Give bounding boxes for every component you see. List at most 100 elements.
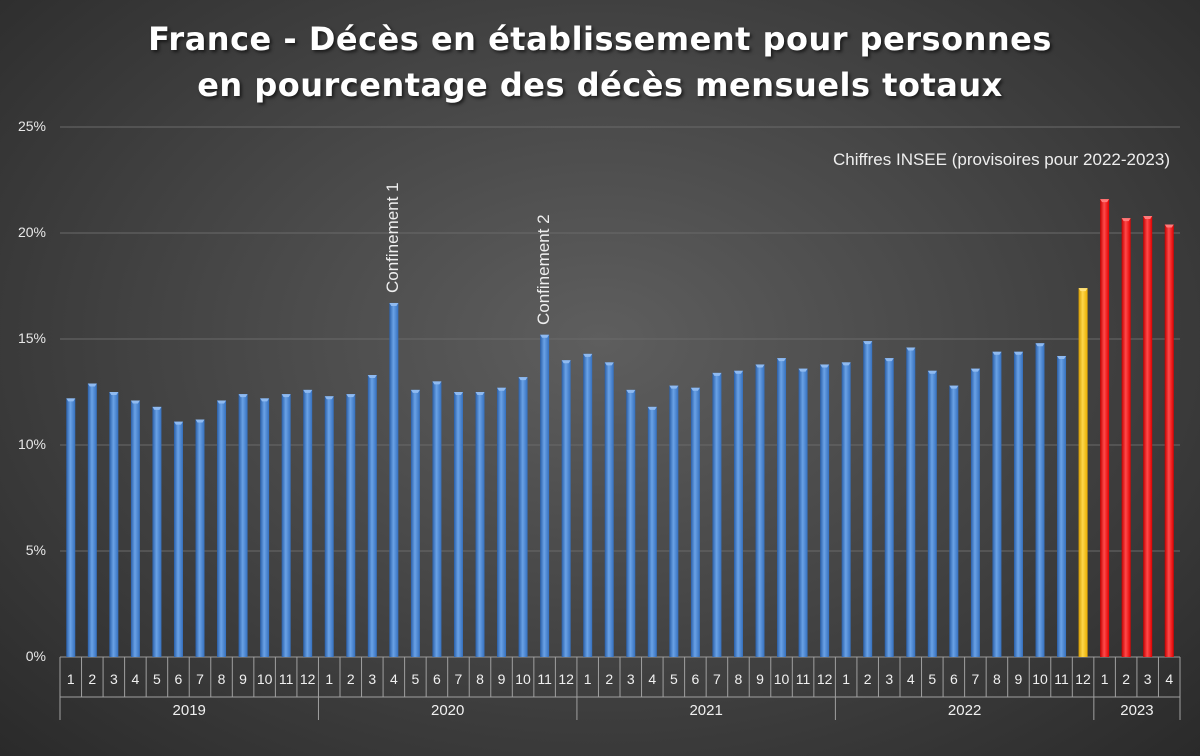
bar-cap (1078, 288, 1088, 292)
month-label: 8 (217, 671, 226, 687)
bar (1013, 351, 1023, 657)
source-note: Chiffres INSEE (provisoires pour 2022-20… (832, 150, 1170, 169)
bar (109, 392, 119, 657)
bar-cap (540, 334, 550, 338)
bar-cap (755, 364, 765, 368)
bar-cap (432, 381, 442, 385)
bar-cap (884, 358, 894, 362)
bar-cap (260, 398, 270, 402)
month-label: 2 (346, 671, 355, 687)
bar (1078, 288, 1088, 657)
chart-subtitle: en pourcentage des décès mensuels totaux (197, 66, 1003, 104)
month-label: 12 (1075, 671, 1091, 687)
month-label: 8 (993, 671, 1001, 687)
bar (173, 421, 183, 657)
bar-cap (1035, 343, 1045, 347)
bar (949, 385, 959, 657)
month-label: 8 (734, 671, 743, 687)
bar-cap (647, 406, 657, 410)
bar-cap (1013, 351, 1023, 355)
bar-cap (949, 385, 959, 389)
month-label: 5 (411, 671, 420, 687)
bar-cap (1100, 199, 1110, 203)
month-label: 1 (325, 671, 334, 687)
month-label: 7 (713, 671, 721, 687)
bar (755, 364, 765, 657)
bar-cap (152, 406, 162, 410)
bar (820, 364, 830, 657)
bar-cap (66, 398, 76, 402)
bar (260, 398, 270, 657)
bar (906, 347, 916, 657)
month-label: 1 (66, 671, 75, 687)
month-label: 11 (795, 671, 811, 687)
bar (238, 394, 248, 657)
month-label: 2 (863, 671, 872, 687)
bar-cap (303, 389, 313, 393)
bar (475, 392, 485, 657)
month-label: 9 (239, 671, 247, 687)
bar-cap (669, 385, 679, 389)
bar-cap (87, 383, 97, 387)
month-label: 2 (88, 671, 97, 687)
bar-cap (970, 368, 980, 372)
bar (669, 385, 679, 657)
bar-cap (927, 370, 937, 374)
bar-cap (109, 392, 119, 395)
annotation-label: Confinement 1 (382, 182, 402, 293)
bar (66, 398, 76, 657)
y-tick-label: 15% (17, 330, 46, 346)
month-label: 6 (433, 671, 441, 687)
y-tick-label: 0% (25, 648, 46, 664)
month-label: 5 (153, 671, 161, 687)
bar (1057, 355, 1067, 657)
month-label: 8 (476, 671, 484, 687)
month-label: 10 (515, 671, 531, 687)
month-label: 2 (1122, 671, 1131, 687)
bar-cap (583, 353, 593, 357)
bar (303, 389, 313, 657)
bar (777, 358, 787, 657)
bar-cap (475, 392, 485, 395)
year-label: 2021 (689, 702, 723, 719)
bar-cap (497, 387, 507, 391)
month-label: 4 (906, 671, 915, 687)
month-label: 10 (256, 671, 273, 687)
bar-cap (281, 394, 291, 398)
month-label: 5 (928, 671, 937, 687)
year-label: 2019 (172, 702, 206, 719)
bar-cap (367, 375, 377, 379)
bar-cap (195, 419, 205, 423)
bar-cap (626, 389, 636, 393)
month-label: 3 (109, 671, 118, 687)
bar (884, 358, 894, 657)
month-label: 11 (537, 671, 552, 687)
month-label: 3 (1143, 671, 1152, 687)
bar-cap (453, 392, 463, 395)
month-label: 10 (773, 671, 790, 687)
y-tick-label: 20% (17, 224, 46, 240)
month-label: 11 (1054, 671, 1069, 687)
bar-cap (906, 347, 916, 351)
annotation-label: Confinement 2 (533, 214, 553, 325)
bar (1100, 199, 1110, 657)
bar-cap (798, 368, 808, 372)
y-tick-label: 5% (25, 542, 46, 558)
bar-cap (173, 421, 183, 425)
month-label: 7 (971, 671, 980, 687)
bar (841, 362, 851, 657)
bar-cap (712, 372, 722, 376)
bar (1143, 216, 1153, 658)
bar (518, 377, 528, 657)
bar (712, 372, 722, 657)
month-label: 4 (1165, 671, 1174, 687)
month-label: 1 (842, 671, 851, 687)
month-label: 3 (368, 671, 377, 687)
bar-cap (324, 396, 334, 400)
bar-cap (733, 370, 743, 374)
bar-cap (518, 377, 528, 381)
bar (1035, 343, 1045, 657)
bar (798, 368, 808, 657)
bar (1121, 218, 1131, 657)
month-label: 4 (131, 671, 140, 687)
